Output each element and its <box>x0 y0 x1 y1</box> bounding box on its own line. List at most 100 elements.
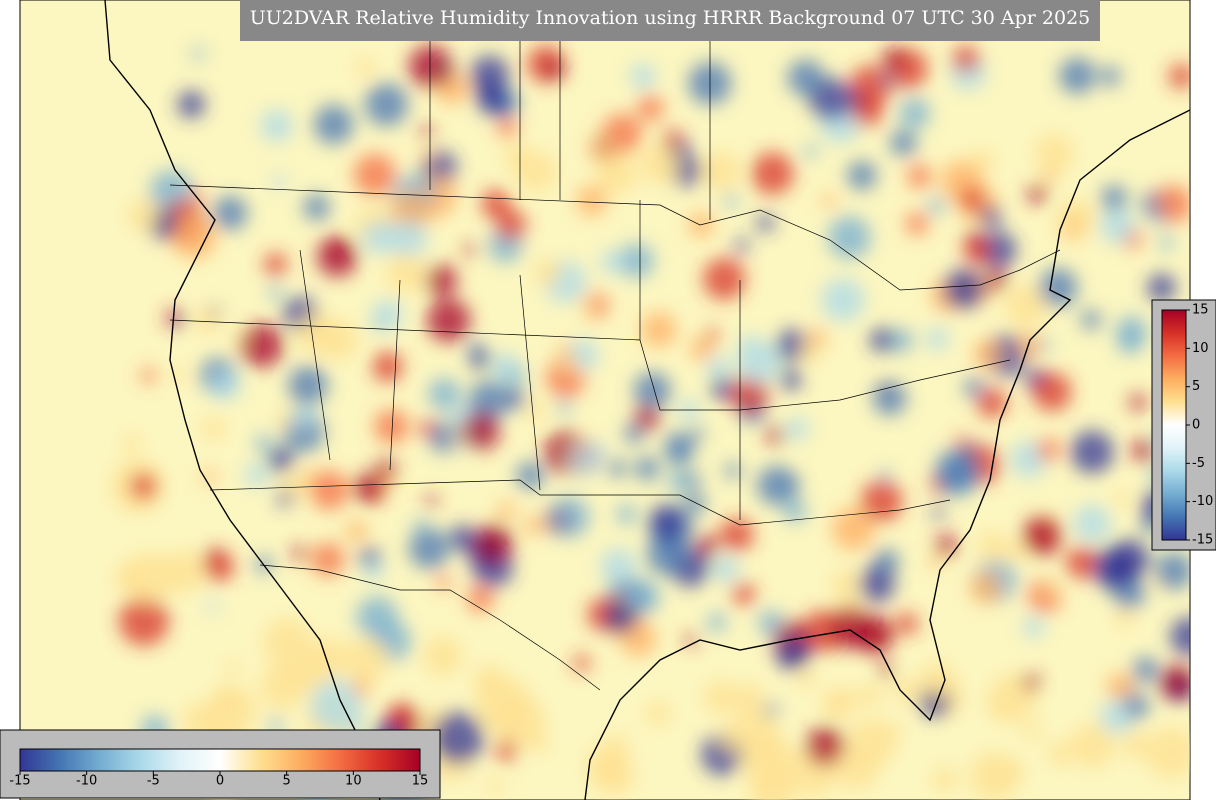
field-blob <box>732 582 756 606</box>
field-blob <box>1169 617 1190 656</box>
field-blob <box>1106 673 1134 700</box>
field-blob <box>701 151 741 191</box>
colorbar-tick-label: 10 <box>345 774 362 789</box>
field-blob <box>646 534 687 575</box>
field-blob <box>705 328 720 343</box>
field-blob <box>1100 563 1121 584</box>
field-blob <box>1168 63 1190 89</box>
field-blob <box>963 237 992 265</box>
field-blob <box>973 339 1003 369</box>
field-blob <box>1100 185 1128 213</box>
field-blob <box>1058 199 1095 236</box>
field-blob <box>1159 664 1190 700</box>
colorbar-tick-label: 10 <box>1192 341 1209 356</box>
field-blob <box>364 82 408 127</box>
field-blob <box>899 97 931 129</box>
field-blob <box>851 94 883 127</box>
field-blob <box>648 504 686 541</box>
field-blob <box>254 434 273 453</box>
colorbar-tick-label: 0 <box>216 774 224 789</box>
field-blob <box>267 446 294 473</box>
field-blob <box>616 504 637 525</box>
field-blob <box>872 381 907 416</box>
field-blob <box>1022 673 1040 691</box>
colorbar-tick-label: 15 <box>1192 303 1209 318</box>
field-blob <box>127 198 161 232</box>
field-blob <box>971 149 995 172</box>
field-blob <box>561 356 579 374</box>
field-blob <box>1121 731 1150 759</box>
field-blob <box>345 520 368 543</box>
field-blob <box>1027 184 1047 204</box>
field-blob <box>209 368 241 401</box>
field-blob <box>1037 438 1061 462</box>
field-blob <box>353 153 397 196</box>
field-blob <box>775 637 810 671</box>
field-blob <box>474 80 507 113</box>
field-blob <box>203 550 235 582</box>
field-blob <box>310 679 364 732</box>
field-blob <box>461 411 501 450</box>
field-blob <box>756 779 773 796</box>
field-blob <box>277 409 295 427</box>
field-blob <box>428 421 460 453</box>
field-blob <box>639 142 682 185</box>
field-blob <box>1070 723 1115 768</box>
field-blob <box>734 238 749 253</box>
field-blob <box>419 420 436 437</box>
field-blob <box>372 351 403 383</box>
field-blob <box>821 278 865 322</box>
field-blob <box>707 612 727 633</box>
field-blob <box>1081 309 1101 330</box>
field-blob <box>668 469 691 493</box>
field-blob <box>808 328 827 347</box>
field-blob <box>309 470 349 510</box>
field-blob <box>712 556 739 583</box>
field-blob <box>557 400 572 415</box>
field-blob <box>428 377 461 411</box>
field-blob <box>751 152 794 195</box>
field-blob <box>244 463 268 487</box>
field-blob <box>468 380 510 421</box>
field-blob <box>779 368 802 391</box>
map-title: UU2DVAR Relative Humidity Innovation usi… <box>250 7 1091 29</box>
field-blob <box>172 367 187 383</box>
title-box <box>240 0 1100 41</box>
colorbar-tick-label: -15 <box>1192 533 1213 548</box>
field-blob <box>487 777 504 794</box>
field-blob <box>1132 656 1159 683</box>
field-blob <box>292 545 307 561</box>
colorbar <box>19 748 421 772</box>
field-blob <box>1154 185 1190 224</box>
field-blob <box>363 560 384 581</box>
field-blob <box>756 214 775 232</box>
field-blob <box>925 327 949 351</box>
field-blob <box>935 534 958 556</box>
field-blob <box>1115 609 1134 629</box>
field-blob <box>858 565 896 603</box>
field-blob <box>1147 273 1176 303</box>
field-blob <box>857 684 882 708</box>
field-blob <box>706 356 731 380</box>
field-blob <box>847 160 877 191</box>
field-blob <box>307 637 350 681</box>
field-blob <box>291 405 316 430</box>
field-blob <box>626 580 660 614</box>
west-coast <box>104 0 381 800</box>
field-blob <box>371 299 403 331</box>
field-blob <box>703 257 746 301</box>
field-blob <box>711 377 735 401</box>
colorbar-tick-label: 0 <box>1192 418 1200 433</box>
field-blob <box>362 220 397 255</box>
field-blob <box>523 516 543 535</box>
field-blob <box>1099 208 1136 244</box>
borders <box>169 0 1061 691</box>
field-blob <box>1145 727 1190 779</box>
field-blob <box>468 341 484 357</box>
field-blob <box>1132 438 1156 463</box>
field-blob <box>881 73 894 87</box>
field-blob <box>201 417 226 441</box>
colorbar-tick-label: -10 <box>76 774 97 789</box>
field-blob <box>212 195 248 231</box>
field-blob <box>496 501 515 520</box>
